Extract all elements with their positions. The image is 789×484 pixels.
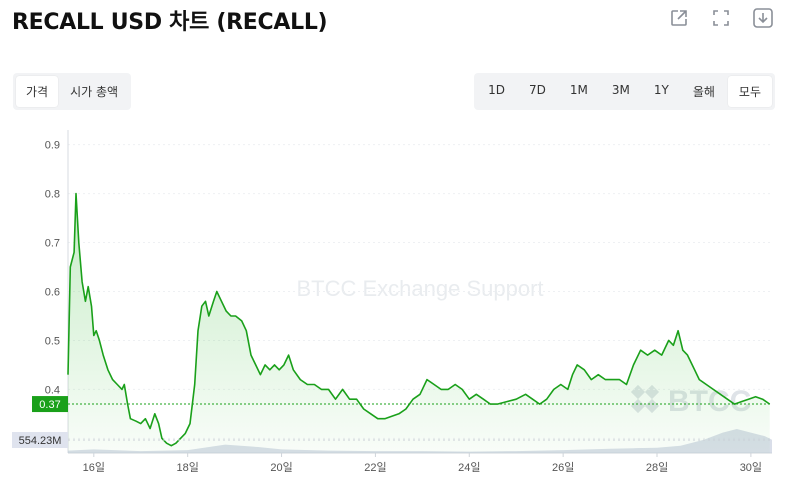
watermark-text: BTCC Exchange Support	[296, 276, 543, 301]
current-price-label: 0.37	[39, 399, 60, 411]
x-tick-label: 28일	[646, 460, 668, 474]
x-tick-label: 16일	[83, 460, 105, 474]
tab-market-cap[interactable]: 시가 총액	[70, 85, 119, 99]
y-tick-label: 0.9	[45, 140, 60, 152]
x-tick-label: 24일	[458, 460, 480, 474]
y-tick-label: 0.7	[45, 238, 60, 250]
y-tick-label: 0.4	[45, 384, 60, 396]
current-price-badge	[32, 396, 68, 413]
x-tick-label: 20일	[270, 460, 292, 474]
metric-tabs: 가격 시가 총액	[13, 73, 132, 110]
chart-actions	[667, 6, 775, 30]
page-title: RECALL USD 차트 (RECALL)	[12, 10, 328, 35]
price-chart[interactable]: BTCC Exchange Support BTCC 0.90.80.70.60…	[0, 120, 789, 484]
download-icon[interactable]	[751, 6, 775, 30]
x-tick-label: 18일	[177, 460, 199, 474]
tab-price[interactable]: 가격	[16, 76, 59, 107]
x-axis: 16일 18일 20일 22일 24일 26일 28일 30일	[68, 452, 772, 474]
y-tick-label: 0.6	[45, 287, 60, 299]
volume-badge	[12, 432, 68, 448]
tab-ytd[interactable]: 올해	[692, 85, 715, 99]
x-tick-label: 26일	[552, 460, 574, 474]
price-area	[68, 193, 770, 453]
range-tabs: 1D 7D 1M 3M 1Y 올해 모두	[474, 73, 775, 110]
volume-label: 554.23M	[19, 435, 62, 447]
tab-all[interactable]: 모두	[727, 76, 772, 107]
share-icon[interactable]	[667, 6, 691, 30]
price-line	[67, 192, 771, 447]
x-tick-label: 22일	[364, 460, 386, 474]
tab-1m[interactable]: 1M	[569, 83, 588, 97]
tab-1y[interactable]: 1Y	[653, 83, 669, 97]
plot-area	[67, 192, 772, 453]
y-tick-label: 0.8	[45, 189, 60, 201]
tab-7d[interactable]: 7D	[528, 83, 546, 97]
tab-3m[interactable]: 3M	[611, 83, 630, 97]
y-tick-label: 0.5	[45, 335, 60, 347]
x-tick-label: 30일	[740, 460, 762, 474]
fullscreen-icon[interactable]	[709, 6, 733, 30]
tab-1d[interactable]: 1D	[488, 83, 505, 97]
badges: 0.37 554.23M	[12, 396, 772, 448]
